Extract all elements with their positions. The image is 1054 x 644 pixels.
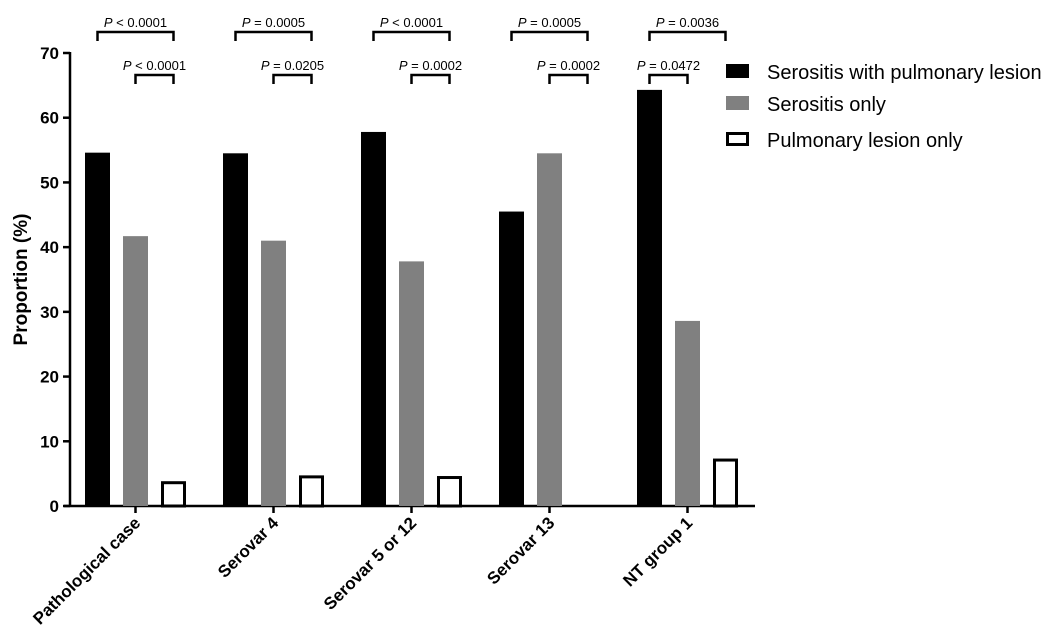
x-tick-label: Serovar 5 or 12 [320, 513, 420, 613]
significance-bracket [548, 73, 589, 84]
bar [437, 476, 462, 508]
significance-bracket [372, 30, 451, 41]
x-tick-label: Serovar 4 [214, 513, 283, 582]
significance-bracket [410, 73, 451, 84]
significance-bracket [648, 30, 727, 41]
p-value-label: P = 0.0005 [518, 15, 581, 30]
legend-swatch [726, 96, 749, 110]
legend-label: Serositis with pulmonary lesion [767, 62, 1042, 84]
y-tick-label: 20 [40, 368, 59, 387]
p-value-label: P < 0.0001 [123, 58, 186, 73]
y-tick-label: 10 [40, 432, 59, 451]
bar [361, 131, 386, 507]
bar [85, 152, 110, 506]
bar [537, 153, 562, 507]
y-axis-label: Proportion (%) [11, 214, 32, 346]
significance-bracket [510, 30, 589, 41]
y-tick-label: 0 [50, 497, 59, 516]
y-tick-label: 30 [40, 303, 59, 322]
legend-swatch [726, 64, 749, 78]
y-tick-label: 70 [40, 44, 59, 63]
bar [261, 240, 286, 506]
bar [675, 320, 700, 506]
p-value-label: P < 0.0001 [104, 15, 167, 30]
bars [85, 89, 738, 508]
p-value-label: P = 0.0005 [242, 15, 305, 30]
y-tick-label: 40 [40, 238, 59, 257]
bar [223, 153, 248, 507]
p-value-label: P = 0.0205 [261, 58, 324, 73]
significance-brackets: P < 0.0001 P < 0.0001 P = 0.0005 P = 0.0205… [96, 15, 727, 84]
bar [499, 211, 524, 507]
significance-bracket [648, 73, 689, 84]
bar [161, 481, 186, 508]
significance-bracket [234, 30, 313, 41]
significance-bracket [96, 30, 175, 41]
bar [299, 475, 324, 508]
p-value-label: P = 0.0002 [399, 58, 462, 73]
bar [399, 261, 424, 506]
significance-bracket [134, 73, 175, 84]
bar [123, 236, 148, 507]
legend: Serositis with pulmonary lesion Serositis… [726, 62, 1042, 152]
y-tick-label: 60 [40, 109, 59, 128]
bar [637, 89, 662, 506]
p-value-label: P < 0.0001 [380, 15, 443, 30]
x-tick-label: Pathological case [29, 513, 144, 628]
significance-bracket [272, 73, 313, 84]
p-value-label: P = 0.0472 [637, 58, 700, 73]
bar [713, 458, 738, 508]
legend-swatch [726, 132, 749, 146]
p-value-label: P = 0.0002 [537, 58, 600, 73]
legend-label: Serositis only [767, 94, 886, 116]
x-tick-label: NT group 1 [619, 513, 696, 590]
legend-label: Pulmonary lesion only [767, 130, 963, 152]
x-tick-label: Serovar 13 [483, 513, 558, 588]
y-tick-label: 50 [40, 173, 59, 192]
p-value-label: P = 0.0036 [656, 15, 719, 30]
